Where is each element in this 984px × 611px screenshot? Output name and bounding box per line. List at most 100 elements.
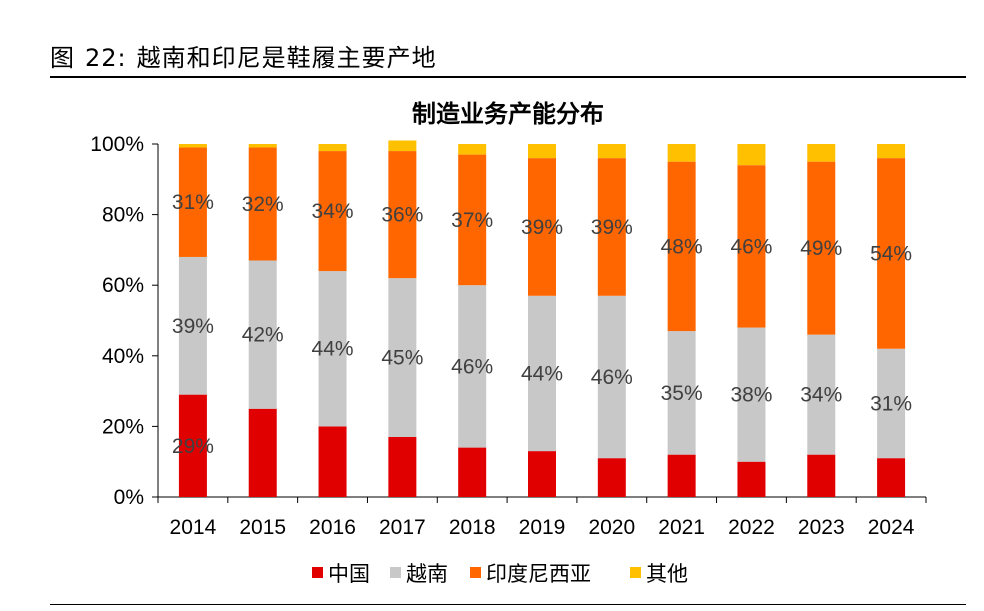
x-tick-label: 2022	[728, 516, 775, 539]
bar-segment-2	[178, 256, 207, 395]
bar-segment-3	[597, 158, 626, 296]
bar-segment-3	[807, 161, 836, 335]
x-tick-label: 2018	[449, 516, 496, 539]
bar-segment-1	[178, 394, 207, 497]
data-label: 46%	[591, 366, 633, 389]
bar-segment-3	[528, 158, 556, 296]
x-axis: 2014 2015 2016 2017 2018 2019 2020 2021 2022 2023…	[157, 496, 927, 539]
bar-segment-4	[248, 144, 277, 148]
bar-segment-1	[458, 447, 487, 497]
bar-segment-2	[597, 295, 626, 459]
y-tick-label: 60%	[102, 274, 144, 297]
bar-segment-1	[877, 458, 906, 497]
bar-segment-2	[458, 285, 487, 448]
legend: 中国 越南 印度尼西亚 其他	[312, 562, 688, 586]
bar-segment-4	[877, 144, 906, 159]
data-label: 39%	[172, 315, 214, 338]
bar-segment-1	[737, 461, 766, 497]
data-label: 34%	[800, 384, 842, 407]
bar-segment-1	[318, 426, 347, 497]
data-label: 38%	[730, 384, 772, 407]
bar-segment-4	[458, 144, 487, 155]
data-label: 36%	[381, 204, 423, 227]
y-tick-label: 80%	[102, 204, 144, 227]
data-label: 39%	[521, 216, 563, 239]
figure-caption: 越南和印尼是鞋履主要产地	[136, 44, 437, 72]
data-label: 37%	[451, 209, 493, 232]
bar-segment-2	[877, 348, 906, 459]
bar-segment-3	[388, 151, 417, 279]
data-label-group: 29% 39% 31% 42% 32% 44% 34% 45% 36% 46% 37% 44% 39% 4…	[172, 191, 912, 458]
bar-segment-4	[528, 144, 556, 159]
x-tick-label: 2020	[588, 516, 635, 539]
figure-header: 图 22: 越南和印尼是鞋履主要产地	[50, 38, 437, 73]
y-tick-label: 100%	[90, 133, 144, 156]
y-tick-label: 0%	[114, 486, 144, 509]
x-tick-label: 2019	[519, 516, 566, 539]
bar-segment-3	[458, 154, 487, 286]
bar-segment-3	[248, 147, 277, 261]
x-tick-label: 2016	[309, 516, 356, 539]
bar-segment-1	[807, 454, 836, 497]
data-label: 46%	[451, 355, 493, 378]
bottom-rule	[50, 604, 966, 605]
y-axis: 0% 20% 40% 60% 80% 100%	[90, 133, 159, 509]
legend-swatch	[390, 567, 401, 578]
data-label: 45%	[381, 347, 423, 370]
legend-label: 越南	[406, 562, 448, 586]
bar-segment-2	[318, 271, 347, 427]
bar-segment-1	[597, 458, 626, 497]
data-label: 46%	[730, 235, 772, 258]
data-label: 49%	[800, 237, 842, 260]
bar-segment-2	[737, 327, 766, 462]
legend-swatch	[312, 567, 323, 578]
x-tick-label: 2024	[868, 516, 915, 539]
x-tick-label: 2017	[379, 516, 426, 539]
legend-label: 中国	[328, 562, 370, 586]
bar-segment-4	[388, 140, 417, 152]
bar-segment-4	[737, 144, 766, 166]
data-label: 42%	[242, 324, 284, 347]
y-tick-label: 20%	[102, 415, 144, 438]
data-label: 54%	[870, 242, 912, 265]
bar-series-group	[178, 140, 906, 497]
data-label: 31%	[870, 392, 912, 415]
bar-segment-2	[388, 278, 417, 437]
y-tick-label: 40%	[102, 345, 144, 368]
chart-title: 制造业务产能分布	[412, 100, 604, 128]
bar-segment-3	[318, 151, 347, 272]
bar-segment-2	[667, 331, 696, 455]
legend-label: 其他	[646, 562, 688, 586]
x-tick-label: 2023	[798, 516, 845, 539]
x-tick-label: 2021	[658, 516, 705, 539]
legend-swatch	[470, 567, 481, 578]
x-tick-label: 2014	[170, 516, 217, 539]
legend-label: 印度尼西亚	[486, 562, 591, 586]
data-label: 35%	[661, 382, 703, 405]
bar-segment-2	[528, 295, 556, 452]
figure-label: 图	[50, 44, 75, 72]
data-label: 32%	[242, 193, 284, 216]
figure-number: 22:	[85, 44, 127, 72]
bar-segment-4	[667, 144, 696, 162]
bar-segment-4	[807, 144, 836, 162]
data-label: 29%	[172, 435, 214, 458]
bar-segment-4	[318, 144, 347, 152]
bar-segment-3	[178, 147, 207, 257]
bar-segment-1	[667, 454, 696, 497]
data-label: 44%	[312, 338, 354, 361]
top-rule	[50, 76, 966, 78]
bar-segment-1	[248, 408, 277, 497]
data-label: 31%	[172, 191, 214, 214]
bar-segment-4	[597, 144, 626, 159]
data-label: 44%	[521, 362, 563, 385]
bar-segment-4	[178, 144, 207, 148]
bar-segment-1	[388, 436, 417, 497]
bar-segment-3	[667, 161, 696, 332]
x-tick-label: 2015	[239, 516, 286, 539]
bar-segment-3	[877, 158, 906, 349]
bar-segment-3	[737, 165, 766, 328]
bar-segment-2	[807, 334, 836, 455]
data-label: 48%	[661, 235, 703, 258]
